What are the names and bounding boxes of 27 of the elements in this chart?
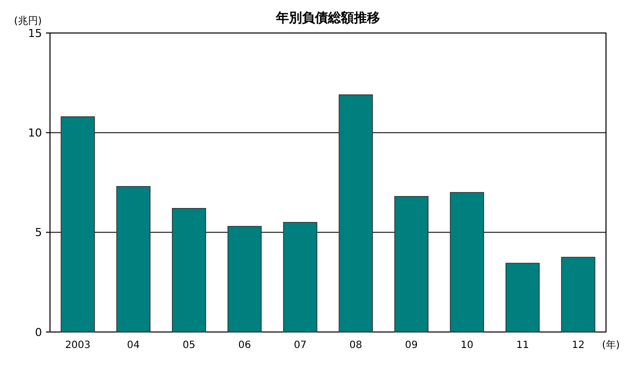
- x-tick-label: 11: [516, 340, 529, 351]
- x-tick-label: 12: [572, 340, 585, 351]
- bar: [394, 196, 428, 332]
- x-tick-label: 05: [182, 340, 196, 351]
- x-tick-label: 04: [127, 340, 140, 351]
- y-tick-label: 5: [35, 226, 42, 240]
- y-axis-title: (兆円): [14, 15, 42, 27]
- bar: [116, 186, 150, 332]
- y-tick-label: 15: [28, 26, 42, 40]
- bar: [450, 192, 484, 332]
- bar: [338, 94, 373, 332]
- bar: [172, 208, 206, 332]
- bar: [283, 222, 318, 332]
- y-tick-label: 10: [28, 126, 42, 140]
- bar: [228, 226, 262, 332]
- x-tick-label: 09: [405, 340, 418, 351]
- x-tick-label: 07: [294, 340, 307, 351]
- chart-title: 年別負債総額推移: [275, 10, 380, 26]
- y-tick-label: 0: [35, 326, 42, 339]
- bar: [506, 262, 540, 332]
- x-tick-label: 06: [238, 340, 251, 351]
- bar: [561, 256, 596, 332]
- x-tick-label: 10: [460, 340, 474, 351]
- bar: [60, 116, 95, 332]
- x-axis-title: (年): [602, 339, 620, 351]
- x-tick-label: 08: [349, 340, 362, 351]
- x-tick-label: 2003: [65, 340, 91, 351]
